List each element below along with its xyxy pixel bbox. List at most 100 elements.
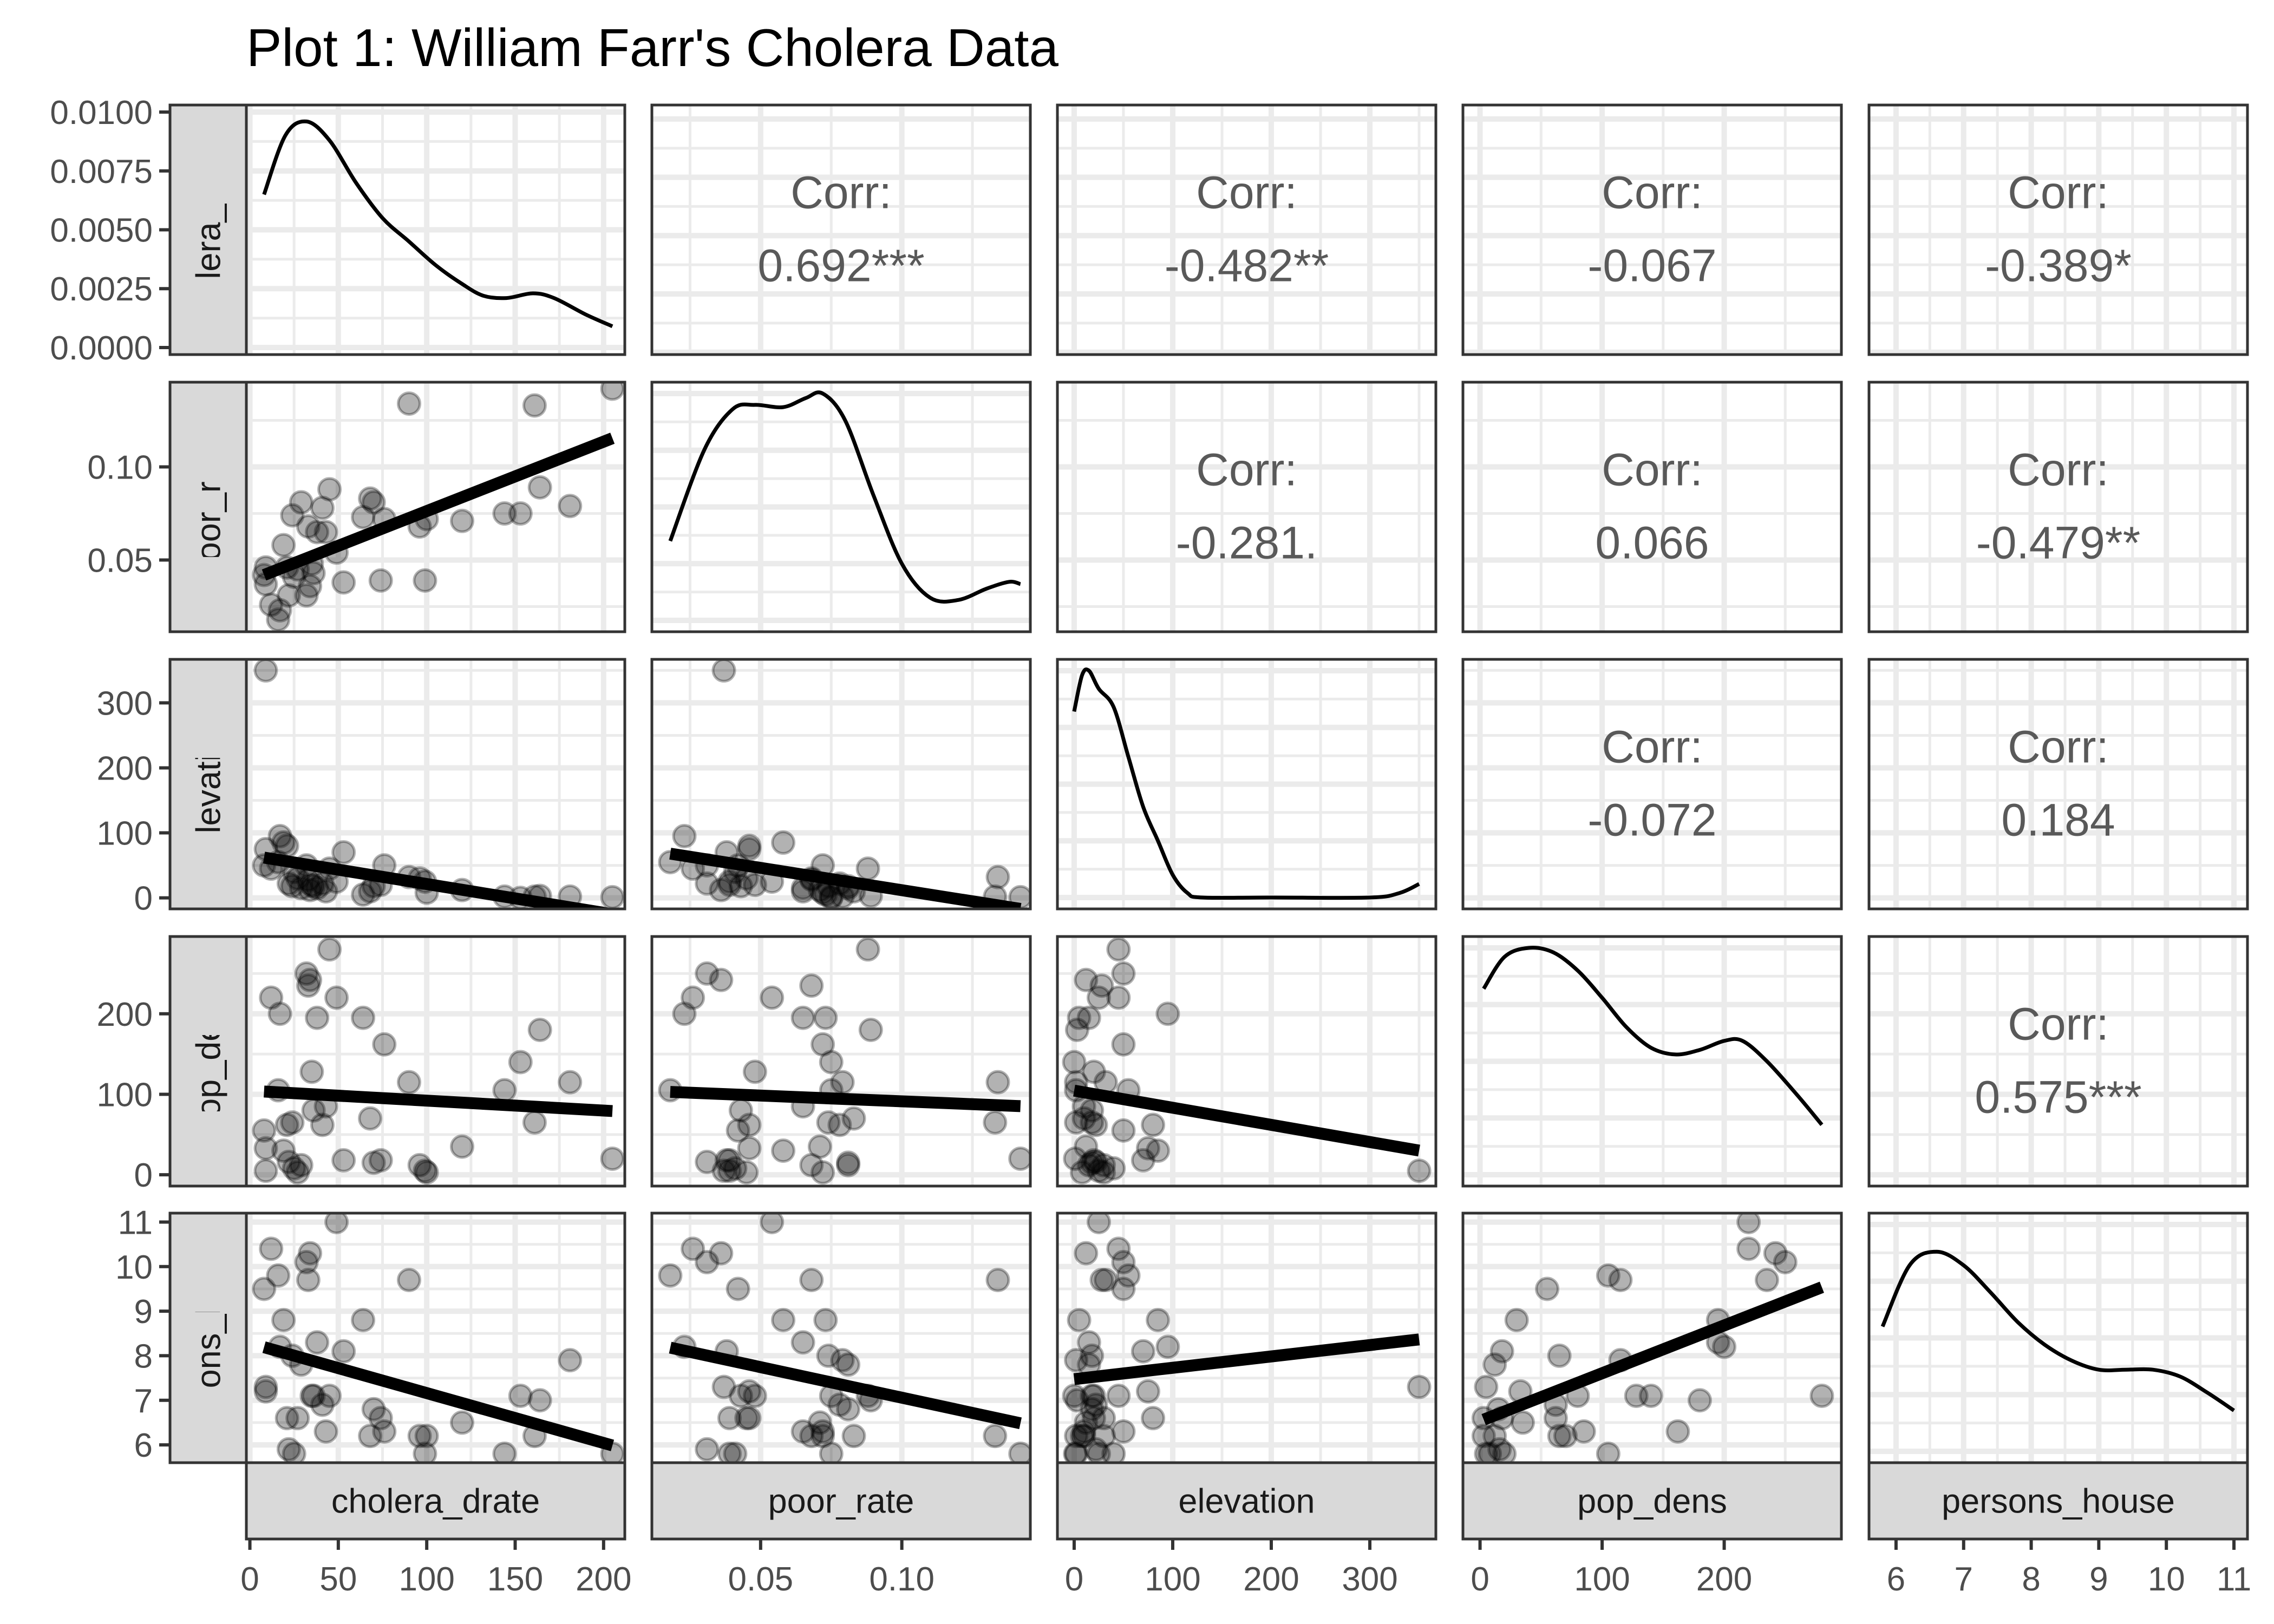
data-point: [296, 1267, 321, 1292]
regression-line: [669, 1341, 1022, 1430]
panel-content: [1057, 659, 1436, 909]
x-tick-label: 0.10: [869, 1561, 935, 1598]
corr-value: 0.692***: [757, 240, 924, 291]
density-curve-cholera_drate: [262, 119, 613, 328]
data-point: [276, 583, 301, 608]
col-strip-persons_house: [1867, 1461, 2249, 1541]
data-point: [259, 1236, 284, 1261]
data-point: [253, 1158, 278, 1183]
data-point: [1106, 937, 1131, 962]
data-point: [1492, 1442, 1517, 1463]
data-point: [267, 824, 292, 849]
data-point: [313, 1419, 338, 1444]
data-point: [285, 1406, 310, 1431]
data-point: [1596, 1442, 1620, 1463]
data-point: [1064, 1110, 1089, 1135]
data-point: [807, 1134, 832, 1159]
data-point: [695, 961, 720, 986]
regression-line: [263, 852, 613, 909]
data-point: [811, 1424, 835, 1449]
data-point: [1074, 1410, 1099, 1435]
data-point: [734, 1160, 759, 1185]
data-point: [717, 1406, 742, 1431]
row-strip-label: persons_house: [190, 1221, 228, 1455]
panel-poor_rate-vs-cholera_drate: [245, 381, 626, 633]
data-point: [681, 985, 705, 1010]
panel-elevation-vs-poor_rate: [650, 658, 1032, 911]
data-point: [695, 1250, 720, 1275]
panel-persons_house-vs-pop_dens: [1461, 1212, 1843, 1464]
data-point: [1071, 1419, 1096, 1444]
panel-content: [246, 382, 625, 632]
data-point: [358, 486, 383, 511]
data-point: [711, 1374, 736, 1399]
data-point: [276, 1149, 301, 1174]
data-point: [695, 1149, 720, 1174]
data-point: [305, 1005, 330, 1030]
data-point: [1106, 1236, 1131, 1261]
data-point: [1074, 967, 1099, 992]
corr-label: Corr:: [790, 167, 892, 218]
data-point: [1074, 1134, 1099, 1159]
x-tick-label: 9: [2089, 1561, 2108, 1598]
data-point: [790, 1005, 815, 1030]
data-point: [271, 1308, 296, 1333]
data-point: [807, 1410, 832, 1435]
data-point: [397, 391, 422, 416]
regression-line: [264, 1085, 613, 1117]
data-point: [819, 884, 844, 909]
data-point: [985, 1070, 1010, 1095]
data-point: [1687, 1388, 1712, 1413]
panel-border: [1461, 658, 1843, 911]
data-point: [799, 1152, 824, 1177]
data-point: [1080, 1343, 1105, 1368]
data-point: [1407, 1374, 1432, 1399]
data-point: [855, 856, 880, 881]
data-point: [1086, 1213, 1111, 1234]
data-point: [1111, 1276, 1136, 1301]
panel-elevation-vs-elevation: [1056, 658, 1437, 911]
data-point: [830, 1348, 855, 1373]
data-point: [522, 1110, 547, 1135]
data-point: [816, 1343, 841, 1368]
panel-border: [1461, 103, 1843, 356]
data-point: [324, 985, 349, 1010]
data-point: [275, 834, 299, 859]
data-point: [728, 1098, 753, 1123]
data-point: [1092, 1406, 1116, 1431]
data-point: [361, 490, 386, 515]
data-point: [282, 1442, 306, 1463]
data-point: [728, 874, 753, 899]
panel-background: [1463, 382, 1841, 632]
density-curve-elevation: [1072, 667, 1420, 900]
data-point: [1407, 1158, 1432, 1183]
data-point: [1135, 1136, 1160, 1161]
data-point: [1101, 1442, 1126, 1463]
data-point: [296, 973, 321, 998]
x-tick-label: 100: [398, 1561, 454, 1598]
data-point: [361, 1397, 386, 1422]
data-point: [1092, 1160, 1116, 1185]
data-point: [816, 1110, 841, 1135]
data-point: [310, 1112, 335, 1137]
data-point: [508, 1050, 533, 1075]
row-strip-label: cholera_drate: [190, 126, 228, 334]
x-tick-label: 0: [240, 1561, 259, 1598]
data-point: [1062, 1050, 1087, 1075]
panel-border: [650, 658, 1032, 911]
panel-content: [1057, 382, 1436, 632]
data-point: [714, 1148, 739, 1173]
data-point: [771, 830, 796, 855]
data-point: [299, 1059, 324, 1084]
data-point: [351, 882, 376, 907]
data-point: [527, 475, 552, 500]
data-point: [1736, 1236, 1761, 1261]
col-strip-poor_rate: [650, 1461, 1032, 1541]
data-point: [351, 505, 376, 529]
y-tick-label: 7: [134, 1383, 153, 1420]
data-point: [737, 1379, 762, 1404]
data-point: [1076, 1330, 1101, 1355]
data-point: [266, 1263, 291, 1288]
data-point: [1076, 1005, 1101, 1030]
row-strip-persons_house: [168, 1212, 248, 1464]
